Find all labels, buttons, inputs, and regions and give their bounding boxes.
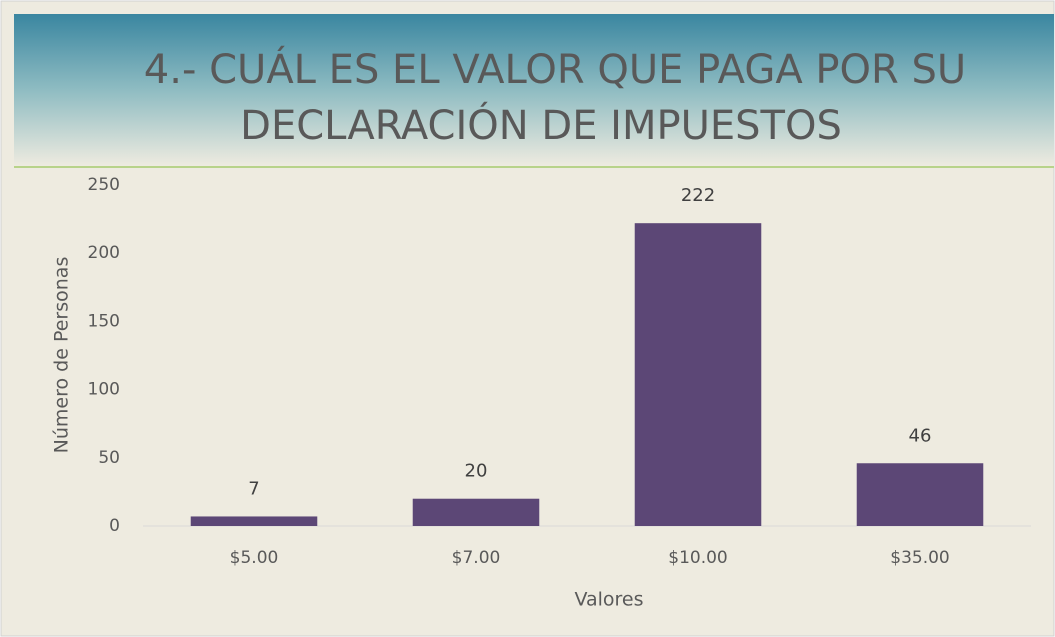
x-tick-label: $10.00	[668, 548, 727, 568]
x-tick-label: $5.00	[230, 548, 279, 568]
chart-title: DECLARACIÓN DE IMPUESTOS	[240, 101, 842, 149]
data-label: 46	[909, 425, 932, 446]
header-band	[14, 14, 1054, 166]
bar	[856, 463, 984, 526]
data-label: 222	[681, 185, 715, 206]
y-axis-title: Número de Personas	[51, 257, 73, 454]
y-tick-label: 250	[88, 175, 120, 195]
data-label: 7	[248, 478, 259, 499]
x-tick-label: $7.00	[452, 548, 501, 568]
y-tick-label: 100	[88, 380, 120, 400]
chart-title: 4.- CUÁL ES EL VALOR QUE PAGA POR SU	[144, 45, 966, 93]
bar	[634, 223, 762, 526]
bar	[190, 516, 318, 526]
data-label: 20	[465, 461, 488, 482]
y-tick-label: 0	[109, 516, 120, 536]
y-tick-label: 200	[88, 243, 120, 263]
y-tick-label: 50	[98, 448, 120, 468]
bar	[412, 498, 540, 526]
y-tick-label: 150	[88, 311, 120, 331]
x-axis-title: Valores	[574, 589, 643, 611]
x-tick-label: $35.00	[890, 548, 949, 568]
